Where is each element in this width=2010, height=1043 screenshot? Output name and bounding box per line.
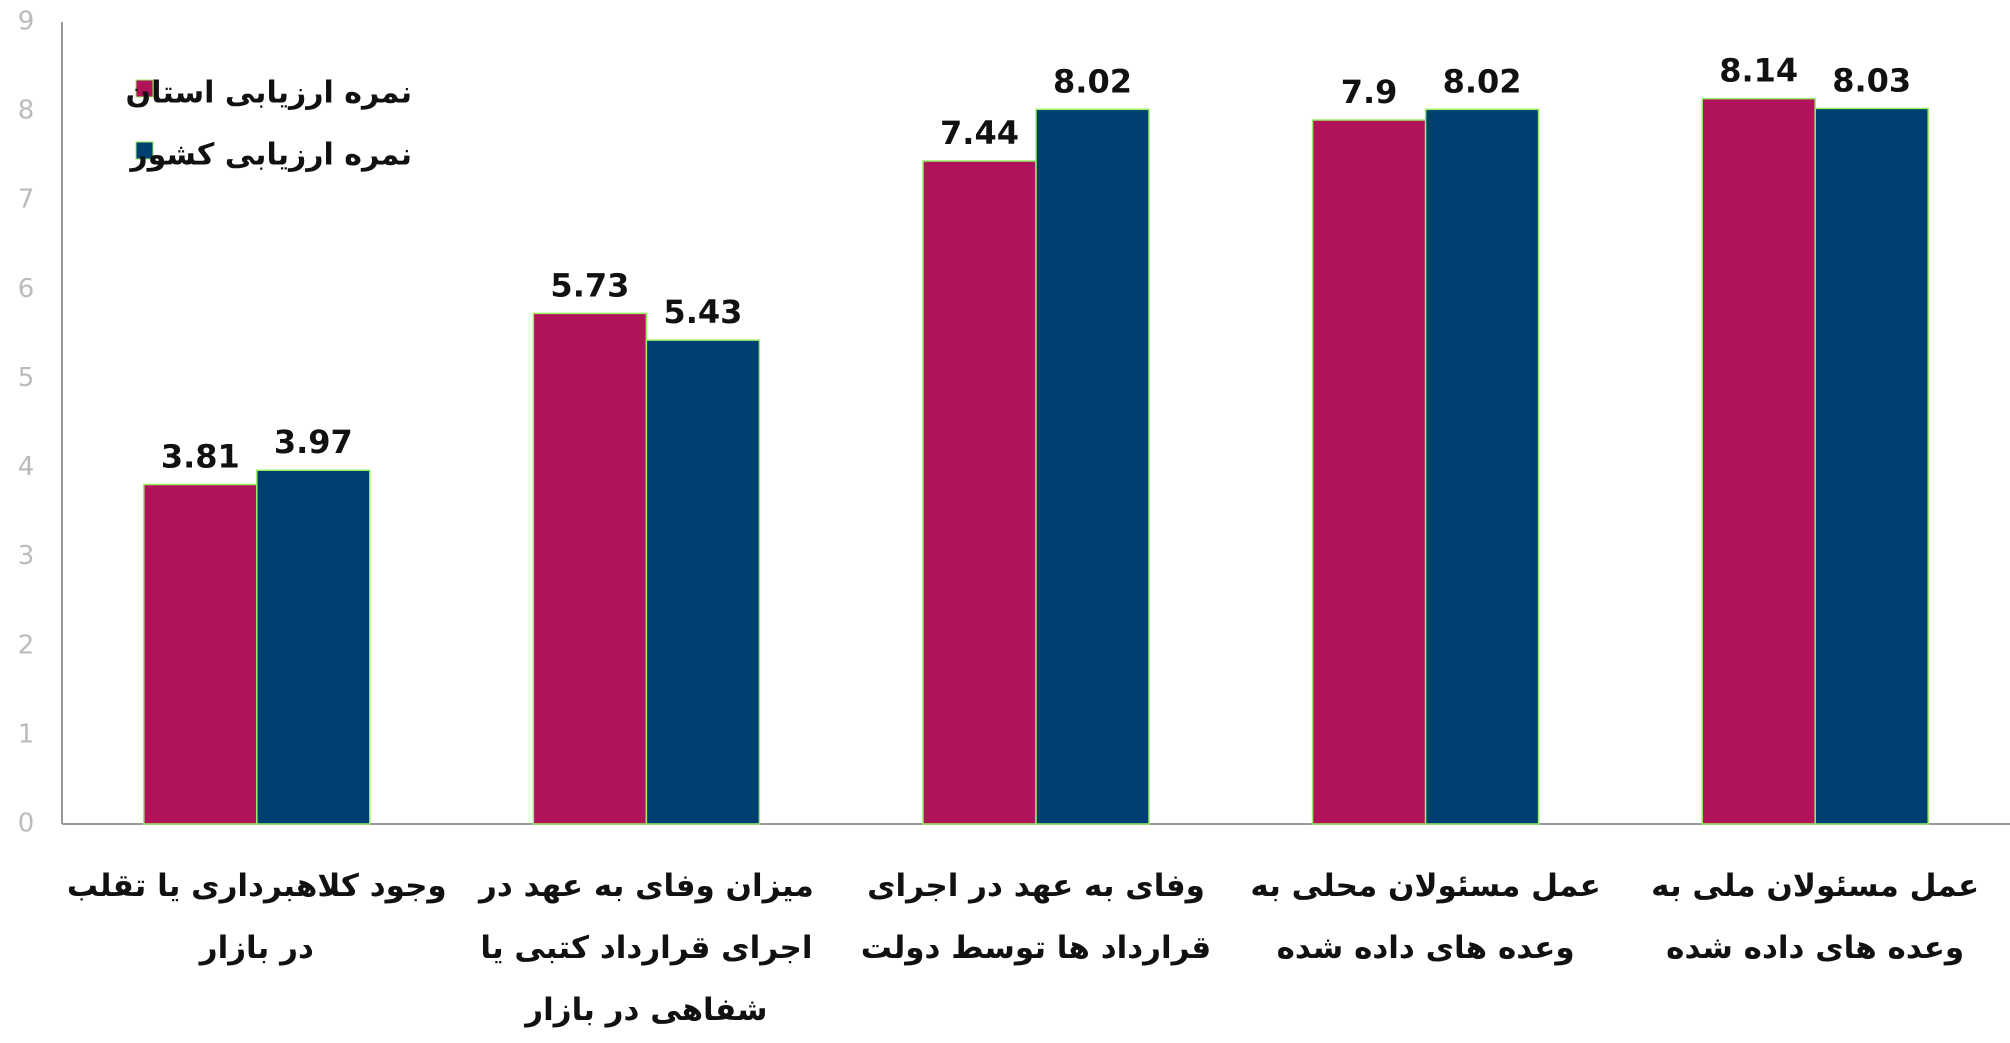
x-tick-label: عمل مسئولان ملی به وعده های داده شده (1651, 868, 1980, 966)
y-tick-label: 9 (18, 7, 35, 37)
y-tick-label: 1 (18, 719, 35, 749)
bar (1424, 108, 1540, 825)
data-label: 7.9 (1341, 73, 1398, 111)
y-tick-label: 5 (18, 363, 35, 393)
data-label: 8.14 (1719, 52, 1798, 90)
data-label: 8.02 (1443, 62, 1522, 100)
bar (1035, 108, 1150, 825)
x-tick-label: وفای به عهد در اجرای قرارداد ها توسط دول… (860, 868, 1212, 966)
legend-label: نمره ارزیابی کشور (128, 138, 412, 173)
data-label: 8.02 (1053, 62, 1132, 100)
bar (1701, 97, 1816, 825)
x-tick-label: میزان وفای به عهد در اجرای قرارداد کتبی … (479, 868, 814, 1028)
y-tick-label: 6 (18, 274, 35, 304)
bar (532, 312, 648, 825)
data-label: 8.03 (1832, 61, 1911, 99)
y-tick-label: 2 (18, 630, 35, 660)
bar (1311, 119, 1427, 825)
data-label: 7.44 (940, 114, 1019, 152)
bar (922, 160, 1037, 825)
data-label: 3.97 (274, 423, 353, 461)
data-label: 5.43 (663, 293, 742, 331)
data-label: 5.73 (550, 266, 629, 304)
bar (645, 339, 761, 825)
y-tick-label: 8 (18, 96, 35, 126)
legend-label: نمره ارزیابی استان (125, 76, 412, 111)
x-tick-label: عمل مسئولان محلی به وعده های داده شده (1250, 868, 1601, 966)
bar (256, 469, 371, 825)
x-tick-label: وجود کلاهبرداری یا تقلب در بازار (66, 868, 447, 966)
y-tick-label: 7 (18, 185, 35, 215)
bar (1814, 107, 1929, 825)
y-tick-label: 0 (18, 809, 35, 839)
bar (143, 483, 258, 825)
y-tick-label: 3 (18, 541, 35, 571)
legend-swatch (135, 141, 154, 160)
data-label: 3.81 (161, 437, 240, 475)
y-tick-label: 4 (18, 452, 35, 482)
legend-swatch (135, 79, 154, 98)
